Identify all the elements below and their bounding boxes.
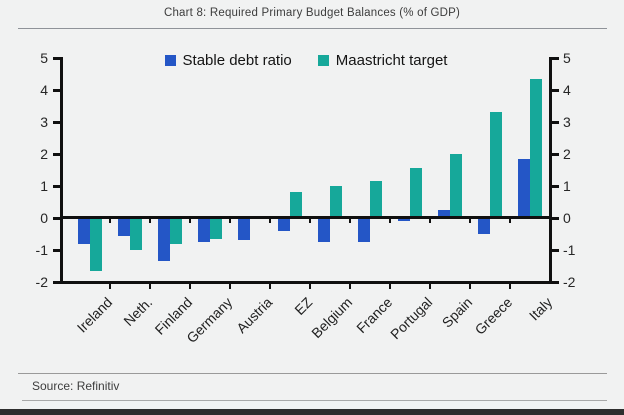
bar-maastricht-target-portugal bbox=[410, 168, 422, 218]
y-axis-tick-right-5 bbox=[552, 56, 559, 60]
zero-line-tick-5 bbox=[269, 219, 271, 223]
y-axis-label-left-4: 4 bbox=[40, 82, 48, 98]
zero-line-tick-7 bbox=[349, 219, 351, 223]
bar-maastricht-target-greece bbox=[490, 112, 502, 218]
bar-stable-debt-ratio-belgium bbox=[318, 218, 330, 242]
title-divider-line bbox=[18, 28, 607, 29]
y-axis-tick-right-4 bbox=[552, 88, 559, 92]
legend-label-maastricht-target: Maastricht target bbox=[335, 52, 448, 69]
y-axis-label-left-0: 0 bbox=[40, 210, 48, 226]
y-axis-tick-right--2 bbox=[552, 280, 559, 284]
bar-stable-debt-ratio-neth bbox=[118, 218, 130, 236]
y-axis-label-right--1: -1 bbox=[563, 242, 576, 258]
bar-maastricht-target-belgium bbox=[330, 186, 342, 218]
y-axis-right bbox=[549, 57, 552, 283]
legend-item-maastricht-target: Maastricht target bbox=[317, 52, 448, 69]
legend-label-stable-debt-ratio: Stable debt ratio bbox=[182, 52, 292, 69]
x-axis-tick-9 bbox=[429, 284, 431, 289]
y-axis-label-right-3: 3 bbox=[563, 114, 571, 130]
x-axis-tick-6 bbox=[309, 284, 311, 289]
y-axis-tick-left-2 bbox=[53, 152, 60, 156]
footer-divider-top bbox=[18, 373, 607, 374]
zero-line-tick-11 bbox=[509, 219, 511, 223]
y-axis-label-right-5: 5 bbox=[563, 50, 571, 66]
x-axis-tick-3 bbox=[189, 284, 191, 289]
zero-line-tick-4 bbox=[229, 219, 231, 223]
y-axis-tick-right-1 bbox=[552, 184, 559, 188]
bar-stable-debt-ratio-spain bbox=[438, 210, 450, 218]
legend-item-stable-debt-ratio: Stable debt ratio bbox=[164, 52, 292, 69]
x-axis-tick-1 bbox=[109, 284, 111, 289]
y-axis-label-left-3: 3 bbox=[40, 114, 48, 130]
y-axis-left bbox=[60, 57, 63, 283]
y-axis-tick-right-2 bbox=[552, 152, 559, 156]
y-axis-label-right--2: -2 bbox=[563, 274, 576, 290]
bar-maastricht-target-germany bbox=[210, 218, 222, 239]
bar-maastricht-target-ireland bbox=[90, 218, 102, 271]
y-axis-label-left--2: -2 bbox=[35, 274, 48, 290]
bar-stable-debt-ratio-austria bbox=[238, 218, 250, 241]
legend-swatch-teal-icon bbox=[317, 55, 329, 66]
bar-stable-debt-ratio-france bbox=[358, 218, 370, 242]
y-axis-label-right-4: 4 bbox=[563, 82, 571, 98]
y-axis-tick-right-3 bbox=[552, 120, 559, 124]
y-axis-label-right-2: 2 bbox=[563, 146, 571, 162]
x-axis-tick-8 bbox=[389, 284, 391, 289]
x-axis-tick-5 bbox=[269, 284, 271, 289]
x-axis-tick-2 bbox=[149, 284, 151, 289]
legend-swatch-blue-icon bbox=[164, 55, 176, 66]
y-axis-label-right-0: 0 bbox=[563, 210, 571, 226]
chart-legend: Stable debt ratio Maastricht target bbox=[62, 52, 550, 69]
chart-title: Chart 8: Required Primary Budget Balance… bbox=[163, 7, 461, 19]
y-axis-tick-left-4 bbox=[53, 88, 60, 92]
y-axis-label-right-1: 1 bbox=[563, 178, 571, 194]
bar-stable-debt-ratio-finland bbox=[158, 218, 170, 262]
bar-stable-debt-ratio-ez bbox=[278, 218, 290, 231]
y-axis-tick-left-0 bbox=[53, 216, 60, 220]
y-axis-label-left-1: 1 bbox=[40, 178, 48, 194]
bar-stable-debt-ratio-portugal bbox=[398, 218, 410, 222]
footer-divider-bottom bbox=[22, 400, 607, 401]
y-axis-tick-left-3 bbox=[53, 120, 60, 124]
bar-maastricht-target-spain bbox=[450, 154, 462, 218]
zero-line-tick-10 bbox=[469, 219, 471, 223]
y-axis-label-left-2: 2 bbox=[40, 146, 48, 162]
bar-stable-debt-ratio-italy bbox=[518, 158, 530, 218]
x-axis-tick-4 bbox=[229, 284, 231, 289]
zero-line-tick-2 bbox=[149, 219, 151, 223]
y-axis-label-left--1: -1 bbox=[35, 242, 48, 258]
x-axis-tick-11 bbox=[509, 284, 511, 289]
bar-maastricht-target-ez bbox=[290, 192, 302, 218]
zero-line-tick-8 bbox=[389, 219, 391, 223]
bar-stable-debt-ratio-germany bbox=[198, 218, 210, 242]
bar-stable-debt-ratio-ireland bbox=[78, 218, 90, 244]
bar-maastricht-target-neth bbox=[130, 218, 142, 250]
y-axis-tick-left-5 bbox=[53, 56, 60, 60]
x-axis-zero-line bbox=[60, 216, 552, 219]
zero-line-tick-6 bbox=[309, 219, 311, 223]
x-axis-bottom-line bbox=[60, 281, 552, 284]
image-bottom-border bbox=[0, 409, 624, 415]
bar-maastricht-target-italy bbox=[530, 78, 542, 218]
y-axis-label-left-5: 5 bbox=[40, 50, 48, 66]
y-axis-tick-left-1 bbox=[53, 184, 60, 188]
bar-stable-debt-ratio-greece bbox=[478, 218, 490, 234]
x-axis-tick-10 bbox=[469, 284, 471, 289]
y-axis-tick-left--2 bbox=[53, 280, 60, 284]
y-axis-tick-right--1 bbox=[552, 248, 559, 252]
bar-maastricht-target-france bbox=[370, 181, 382, 218]
zero-line-tick-1 bbox=[109, 219, 111, 223]
y-axis-tick-left--1 bbox=[53, 248, 60, 252]
zero-line-tick-3 bbox=[189, 219, 191, 223]
x-axis-tick-7 bbox=[349, 284, 351, 289]
y-axis-tick-right-0 bbox=[552, 216, 559, 220]
zero-line-tick-9 bbox=[429, 219, 431, 223]
source-note: Source: Refinitiv bbox=[32, 379, 120, 393]
bar-maastricht-target-finland bbox=[170, 218, 182, 244]
